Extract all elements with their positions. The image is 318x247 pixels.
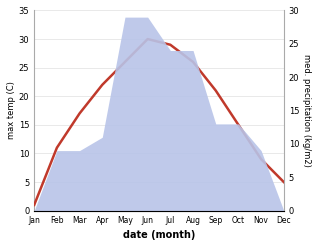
Y-axis label: med. precipitation (kg/m2): med. precipitation (kg/m2) bbox=[302, 54, 311, 167]
Y-axis label: max temp (C): max temp (C) bbox=[7, 82, 16, 140]
X-axis label: date (month): date (month) bbox=[123, 230, 195, 240]
